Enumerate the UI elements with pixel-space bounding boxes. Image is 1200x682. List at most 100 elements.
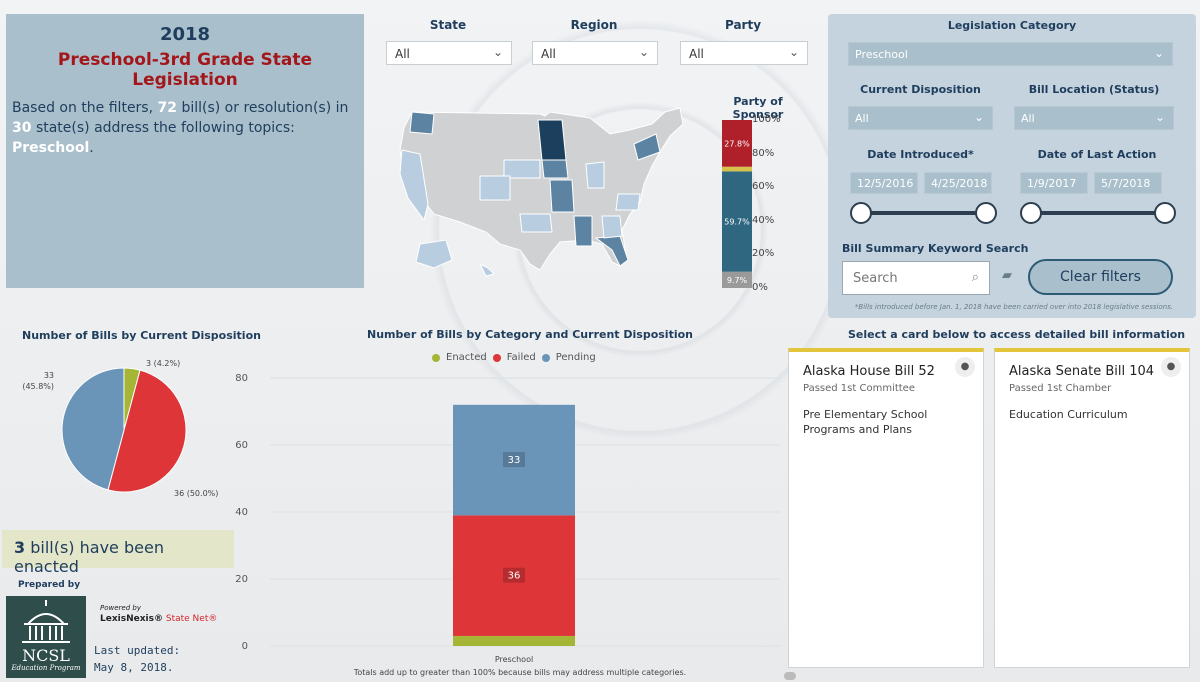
party-tick-label: 40% <box>752 214 775 226</box>
state-mo[interactable] <box>549 179 575 213</box>
summary-prefix: Based on the filters, <box>12 100 154 116</box>
search-input[interactable]: Search ⌕ <box>842 261 990 295</box>
pie-slice-label: 36 (50.0%) <box>174 489 218 498</box>
bill-card[interactable]: ● Alaska House Bill 52 Passed 1st Commit… <box>788 348 984 668</box>
chevron-down-icon: ⌄ <box>638 45 649 59</box>
party-tick-label: 0% <box>752 282 768 293</box>
legend-dot-pending <box>541 353 550 362</box>
ncsl-logo-sub: Education Program <box>11 664 81 672</box>
state-wa[interactable] <box>409 111 435 135</box>
party-segment[interactable] <box>722 171 752 272</box>
chevron-down-icon: ⌄ <box>1153 46 1164 60</box>
state-ok[interactable] <box>519 213 553 233</box>
category-label: Legislation Category <box>947 19 1077 32</box>
bill-card-topic: Pre Elementary School Programs and Plans <box>803 408 928 436</box>
page-title: Preschool-3rd Grade State Legislation <box>57 50 313 90</box>
clear-filters-button[interactable]: Clear filters <box>1028 259 1173 295</box>
state-in[interactable] <box>585 161 605 189</box>
party-segment[interactable] <box>722 166 752 172</box>
eraser-icon[interactable]: ▰ <box>1002 268 1012 283</box>
lexis-name: LexisNexis® <box>100 614 163 624</box>
date-action-start[interactable]: 1/9/2017 <box>1020 172 1088 194</box>
data-label: 33 <box>508 455 521 466</box>
state-hi[interactable] <box>478 262 495 277</box>
party-segment-label: 59.7% <box>724 218 750 227</box>
date-action-slider-end[interactable] <box>1154 202 1176 224</box>
state-ms[interactable] <box>573 215 593 247</box>
state-co[interactable] <box>479 175 511 201</box>
bill-card[interactable]: ● Alaska Senate Bill 104 Passed 1st Cham… <box>994 348 1190 668</box>
disposition-dropdown[interactable]: All ⌄ <box>848 106 993 130</box>
party-segment[interactable] <box>722 120 752 167</box>
legend-enacted: Enacted <box>446 352 487 363</box>
date-action-slider-start[interactable] <box>1020 202 1042 224</box>
last-updated: Last updated: May 8, 2018. <box>94 642 180 676</box>
bar-segment-pending[interactable] <box>453 404 575 516</box>
summary-topic: Preschool <box>12 140 90 156</box>
state-ak[interactable] <box>415 239 453 269</box>
data-label-bg <box>503 452 525 468</box>
region-value: All <box>541 47 556 61</box>
date-introduced-slider-end[interactable] <box>975 202 997 224</box>
us-map[interactable] <box>390 104 700 284</box>
date-introduced-end[interactable]: 4/25/2018 <box>924 172 992 194</box>
bar-chart-footnote: Totals add up to greater than 100% becau… <box>353 668 687 677</box>
chevron-down-icon: ⌄ <box>973 110 984 124</box>
party-chart: 9.7% 59.7% 27.8% <box>722 120 752 288</box>
cards-section-title: Select a card below to access detailed b… <box>848 328 1186 341</box>
state-dropdown[interactable]: All ⌄ <box>386 41 512 65</box>
y-tick-label: 0 <box>242 641 248 652</box>
state-ga[interactable] <box>601 215 623 239</box>
date-action-end[interactable]: 5/7/2018 <box>1094 172 1162 194</box>
location-dropdown[interactable]: All ⌄ <box>1014 106 1174 130</box>
pie-slice-failed[interactable] <box>107 369 187 493</box>
state-ca[interactable] <box>399 149 429 222</box>
legend-pending: Pending <box>555 352 596 363</box>
party-label: Party <box>724 18 762 32</box>
ncsl-logo: NCSL Education Program <box>6 596 86 678</box>
state-mn[interactable] <box>537 119 567 161</box>
state-ne[interactable] <box>503 159 541 179</box>
chevron-down-icon: ⌄ <box>1154 110 1165 124</box>
pin-icon[interactable]: ● <box>1161 357 1181 377</box>
bar-segment-failed[interactable] <box>453 515 575 636</box>
date-introduced-slider-start[interactable] <box>850 202 872 224</box>
carousel-scroll-indicator[interactable] <box>784 672 796 680</box>
state-va[interactable] <box>615 193 641 211</box>
bill-card-status: Passed 1st Chamber <box>1009 383 1112 394</box>
y-tick-label: 80 <box>235 373 248 384</box>
date-introduced-start[interactable]: 12/5/2016 <box>850 172 918 194</box>
bill-card-topic: Education Curriculum <box>1009 408 1128 421</box>
lexisnexis-credit: Powered by LexisNexis® State Net® <box>100 604 217 624</box>
bill-card-title: Alaska House Bill 52 <box>803 364 935 379</box>
summary-mid2: state(s) address the following topics: <box>35 120 295 136</box>
party-chart-title: Party of Sponsor <box>732 95 784 121</box>
chevron-down-icon: ⌄ <box>492 45 503 59</box>
party-dropdown[interactable]: All ⌄ <box>680 41 808 65</box>
enacted-count: 3 <box>14 538 26 557</box>
state-value: All <box>395 47 410 61</box>
party-segment-label: 27.8% <box>724 139 750 148</box>
y-tick-label: 60 <box>235 440 248 451</box>
bar-segment-enacted[interactable] <box>453 635 575 646</box>
state-ia[interactable] <box>541 159 569 179</box>
search-icon: ⌕ <box>971 270 979 285</box>
state-ny[interactable] <box>633 133 661 161</box>
region-dropdown[interactable]: All ⌄ <box>532 41 658 65</box>
disposition-label: Current Disposition <box>860 83 981 96</box>
region-label: Region <box>570 18 618 32</box>
date-action-slider-track[interactable] <box>1030 211 1164 215</box>
enacted-text: bill(s) have been enacted <box>14 538 164 576</box>
category-dropdown[interactable]: Preschool ⌄ <box>848 42 1173 66</box>
search-placeholder: Search <box>853 271 898 286</box>
data-label-bg <box>503 567 525 583</box>
data-label: 36 <box>508 571 521 582</box>
pin-icon[interactable]: ● <box>955 357 975 377</box>
pie-slice-pending[interactable] <box>61 367 125 491</box>
summary-mid: bill(s) or resolution(s) in <box>181 100 349 116</box>
date-introduced-slider-track[interactable] <box>860 211 986 215</box>
chevron-down-icon: ⌄ <box>788 45 799 59</box>
party-segment[interactable] <box>722 271 752 288</box>
state-label: State <box>429 18 467 32</box>
legend-failed: Failed <box>506 352 536 363</box>
